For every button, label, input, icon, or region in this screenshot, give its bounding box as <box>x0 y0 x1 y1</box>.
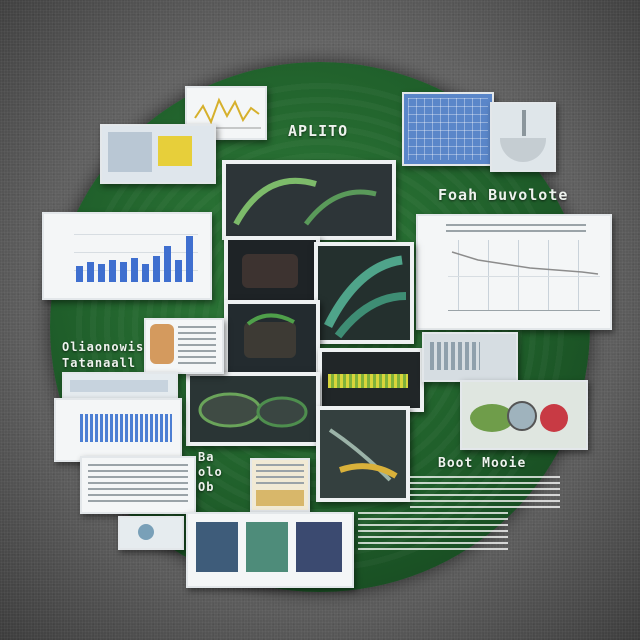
bar-chart <box>74 230 198 282</box>
fruit-card <box>460 380 588 450</box>
doc-card-3 <box>80 456 196 514</box>
cream-doc-card <box>250 458 310 512</box>
leaf-icon <box>233 177 377 226</box>
fruit-icon <box>470 401 568 432</box>
center-left-label-3: Ob <box>198 480 215 494</box>
small-icon-card <box>118 516 184 550</box>
left-label-2: Tatanaall <box>62 356 137 370</box>
blue-grid-card <box>402 92 494 166</box>
photo-leaves-top <box>222 160 396 240</box>
left-label-1: Oliaonowis <box>62 340 145 354</box>
line-chart-card <box>416 214 612 330</box>
equipment-card <box>490 102 556 172</box>
center-left-label-1: Ba <box>198 450 215 464</box>
center-left-label-2: olo <box>198 465 223 479</box>
bag-icon <box>244 313 296 358</box>
lower-right-text <box>410 476 560 510</box>
leaf-icon <box>323 255 407 339</box>
photo-plant-yellow <box>316 406 410 502</box>
leaf-icon <box>198 392 308 428</box>
photo-strip <box>186 512 354 588</box>
top-left-card <box>100 124 216 184</box>
bar-chart-card <box>42 212 212 300</box>
tag-card <box>144 318 224 374</box>
photo-bag-2 <box>224 300 320 376</box>
photo-yellow-leaves <box>318 348 424 412</box>
doc-card-2 <box>54 398 182 462</box>
line-chart <box>451 251 599 275</box>
bottom-right-text <box>358 512 508 552</box>
right-heading: Foah Buvolote <box>438 186 569 204</box>
lower-right-label: Boot Mooie <box>438 456 527 471</box>
photo-bag-1 <box>224 236 320 306</box>
leaf-icon <box>328 428 398 482</box>
doc-card-1 <box>62 372 178 402</box>
photo-fern <box>314 242 414 344</box>
top-label: APLITO <box>288 122 349 140</box>
photo-leaves-bottom <box>186 372 320 446</box>
building-card <box>422 332 518 382</box>
